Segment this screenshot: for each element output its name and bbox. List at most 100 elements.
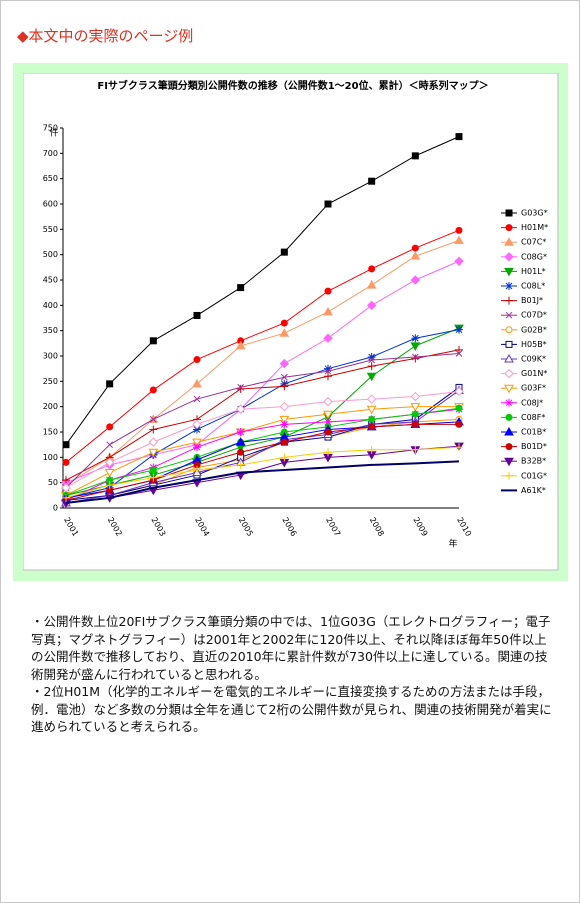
chart: FIサブクラス筆頭分類別公開件数の推移（公開件数1～20位、累計）＜時系列マップ… bbox=[23, 73, 559, 571]
data-point bbox=[455, 345, 463, 354]
data-point bbox=[455, 443, 463, 452]
data-point bbox=[410, 391, 421, 402]
y-tick-label: 0 bbox=[53, 504, 58, 513]
data-point bbox=[280, 420, 289, 429]
legend-label: B32B* bbox=[521, 457, 546, 466]
data-point bbox=[323, 333, 333, 343]
legend-label: G02B* bbox=[521, 325, 547, 334]
data-point bbox=[193, 311, 201, 319]
data-point bbox=[323, 396, 333, 407]
series-line bbox=[65, 387, 460, 501]
data-point bbox=[193, 443, 201, 452]
legend-marker bbox=[505, 413, 513, 421]
data-point bbox=[454, 235, 464, 244]
legend-marker bbox=[505, 282, 513, 290]
data-point bbox=[454, 386, 464, 397]
y-tick-label: 250 bbox=[43, 377, 58, 386]
data-point bbox=[411, 420, 419, 428]
legend-label: H05B* bbox=[521, 340, 547, 349]
data-point bbox=[193, 395, 201, 403]
data-point bbox=[454, 256, 464, 266]
x-axis-label: 年 bbox=[448, 538, 457, 550]
data-point bbox=[280, 319, 288, 327]
data-point bbox=[280, 248, 288, 256]
data-point bbox=[237, 284, 245, 292]
legend-marker bbox=[504, 237, 514, 246]
data-point bbox=[367, 362, 376, 371]
legend-label: C08F* bbox=[521, 413, 545, 422]
legend-label: C07D* bbox=[521, 311, 547, 320]
data-point bbox=[324, 428, 332, 436]
data-point bbox=[323, 410, 333, 420]
data-point bbox=[366, 372, 377, 382]
data-point bbox=[193, 356, 201, 364]
data-point bbox=[324, 417, 332, 426]
y-tick-label: 350 bbox=[43, 326, 58, 335]
series-line bbox=[65, 390, 460, 504]
data-point bbox=[279, 358, 290, 369]
data-point bbox=[411, 244, 419, 252]
data-point bbox=[366, 300, 377, 311]
y-tick-label: 50 bbox=[48, 478, 58, 487]
chart-title: FIサブクラス筆頭分類別公開件数の推移（公開件数1～20位、累計）＜時系列マップ… bbox=[97, 79, 488, 92]
data-point bbox=[235, 404, 246, 414]
y-tick-label: 600 bbox=[43, 200, 58, 209]
data-point bbox=[62, 441, 70, 449]
data-point bbox=[148, 437, 159, 447]
data-point bbox=[411, 334, 420, 343]
y-tick-label: 150 bbox=[43, 428, 58, 437]
y-tick-label: 700 bbox=[43, 149, 58, 158]
legend-label: G03G* bbox=[521, 209, 548, 218]
legend-marker bbox=[504, 252, 514, 262]
legend-marker bbox=[504, 457, 514, 467]
data-point bbox=[324, 448, 332, 457]
chart-background bbox=[23, 73, 559, 571]
data-point bbox=[455, 404, 463, 412]
legend-marker bbox=[505, 209, 513, 217]
data-point bbox=[368, 265, 376, 273]
series-line bbox=[65, 390, 460, 489]
legend-label: C09K* bbox=[521, 355, 546, 364]
y-tick-label: 650 bbox=[43, 174, 58, 183]
data-point bbox=[410, 342, 421, 351]
paragraph: ・公開件数上位20FIサブクラス筆頭分類の中では、1位G03G（エレクトログラフ… bbox=[31, 614, 551, 682]
data-point bbox=[279, 415, 290, 425]
data-point bbox=[366, 405, 377, 415]
data-point bbox=[104, 469, 115, 478]
data-point bbox=[280, 438, 288, 446]
data-point bbox=[149, 337, 157, 345]
series-line bbox=[65, 349, 460, 481]
data-point bbox=[149, 473, 158, 482]
legend-label: A61K* bbox=[521, 486, 546, 495]
data-point bbox=[105, 481, 114, 490]
data-point bbox=[324, 200, 332, 208]
data-point bbox=[367, 445, 376, 454]
legend-marker bbox=[505, 311, 513, 319]
data-point bbox=[411, 445, 420, 454]
data-point bbox=[367, 353, 376, 362]
legend-label: C01G* bbox=[521, 471, 547, 480]
data-point bbox=[193, 425, 201, 434]
data-point bbox=[149, 466, 157, 474]
legend-label: B01J* bbox=[521, 296, 543, 305]
data-point bbox=[279, 328, 290, 337]
paragraph: ・2位H01M（化学的エネルギーを電気的エネルギーに直接変換するための方法または… bbox=[31, 684, 552, 734]
data-point bbox=[280, 373, 288, 381]
data-point bbox=[106, 423, 114, 431]
y-tick-label: 100 bbox=[43, 453, 58, 462]
y-tick-label: 200 bbox=[43, 402, 58, 411]
data-point bbox=[192, 438, 202, 448]
y-tick-label: 500 bbox=[43, 250, 58, 259]
data-point bbox=[411, 354, 420, 363]
data-point bbox=[106, 380, 114, 388]
data-point bbox=[455, 325, 463, 334]
data-point bbox=[324, 367, 332, 375]
legend-label: H01L* bbox=[521, 267, 546, 276]
legend-marker bbox=[504, 426, 514, 436]
data-point bbox=[235, 340, 246, 350]
y-tick-label: 300 bbox=[43, 352, 58, 361]
data-point bbox=[411, 353, 419, 361]
series-line bbox=[65, 329, 460, 499]
data-point bbox=[368, 356, 376, 364]
